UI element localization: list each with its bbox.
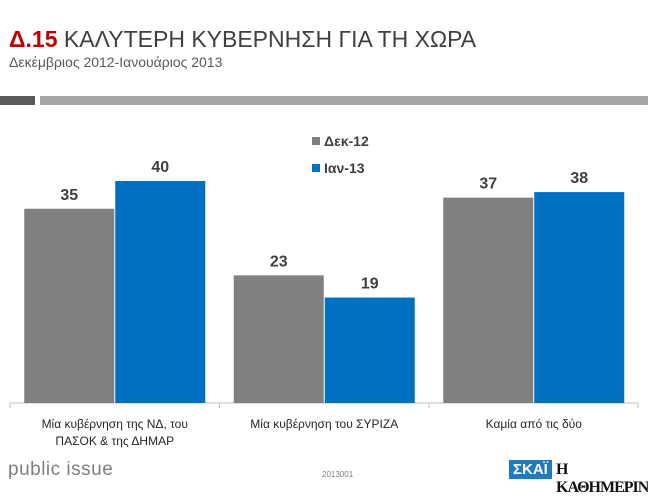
bar-dec12 — [233, 275, 324, 403]
legend-swatch — [312, 137, 320, 145]
chart-title: Δ.15 ΚΑΛΥΤΕΡΗ ΚΥΒΕΡΝΗΣΗ ΓΙΑ ΤΗ ΧΩΡΑ — [9, 26, 476, 53]
brand-logo: public issue — [8, 459, 114, 480]
bar-jan13 — [324, 297, 415, 403]
bar-chart: 35 40 Μία κυβέρνηση της ΝΔ, του ΠΑΣΟΚ & της… — [9, 133, 639, 448]
category-label: Μία κυβέρνηση της ΝΔ, του — [42, 417, 188, 431]
data-label: 35 — [60, 187, 78, 204]
legend-swatch — [312, 164, 320, 172]
legend-label: Δεκ-12 — [324, 133, 369, 149]
data-label: 19 — [361, 276, 379, 293]
category-label: Μία κυβέρνηση του ΣΥΡΙΖΑ — [250, 417, 398, 431]
chart-title-text: ΚΑΛΥΤΕΡΗ ΚΥΒΕΡΝΗΣΗ ΓΙΑ ΤΗ ΧΩΡΑ — [63, 26, 477, 52]
category-label: Καμία από τις δύο — [486, 417, 583, 431]
data-label: 37 — [479, 176, 497, 193]
survey-code: 2013001 — [322, 470, 354, 479]
chart-subtitle: Δεκέμβριος 2012-Ιανουάριος 2013 — [9, 54, 223, 70]
bar-jan13 — [115, 181, 206, 403]
legend-label: Ιαν-13 — [324, 160, 365, 176]
divider-light — [40, 96, 648, 105]
data-label: 38 — [570, 170, 588, 187]
bar-jan13 — [534, 192, 625, 403]
chart-code: Δ.15 — [9, 26, 58, 52]
skai-logo: ΣΚΑΪ — [509, 460, 552, 479]
kathimerini-logo: Η ΚΑΘΗΜΕΡΙΝΗ — [556, 461, 648, 496]
data-label: 23 — [270, 253, 288, 270]
divider-dark — [0, 96, 35, 105]
data-label: 40 — [151, 159, 169, 176]
bar-dec12 — [443, 197, 534, 403]
category-label: ΠΑΣΟΚ & της ΔΗΜΑΡ — [55, 434, 174, 448]
bar-dec12 — [24, 208, 115, 403]
